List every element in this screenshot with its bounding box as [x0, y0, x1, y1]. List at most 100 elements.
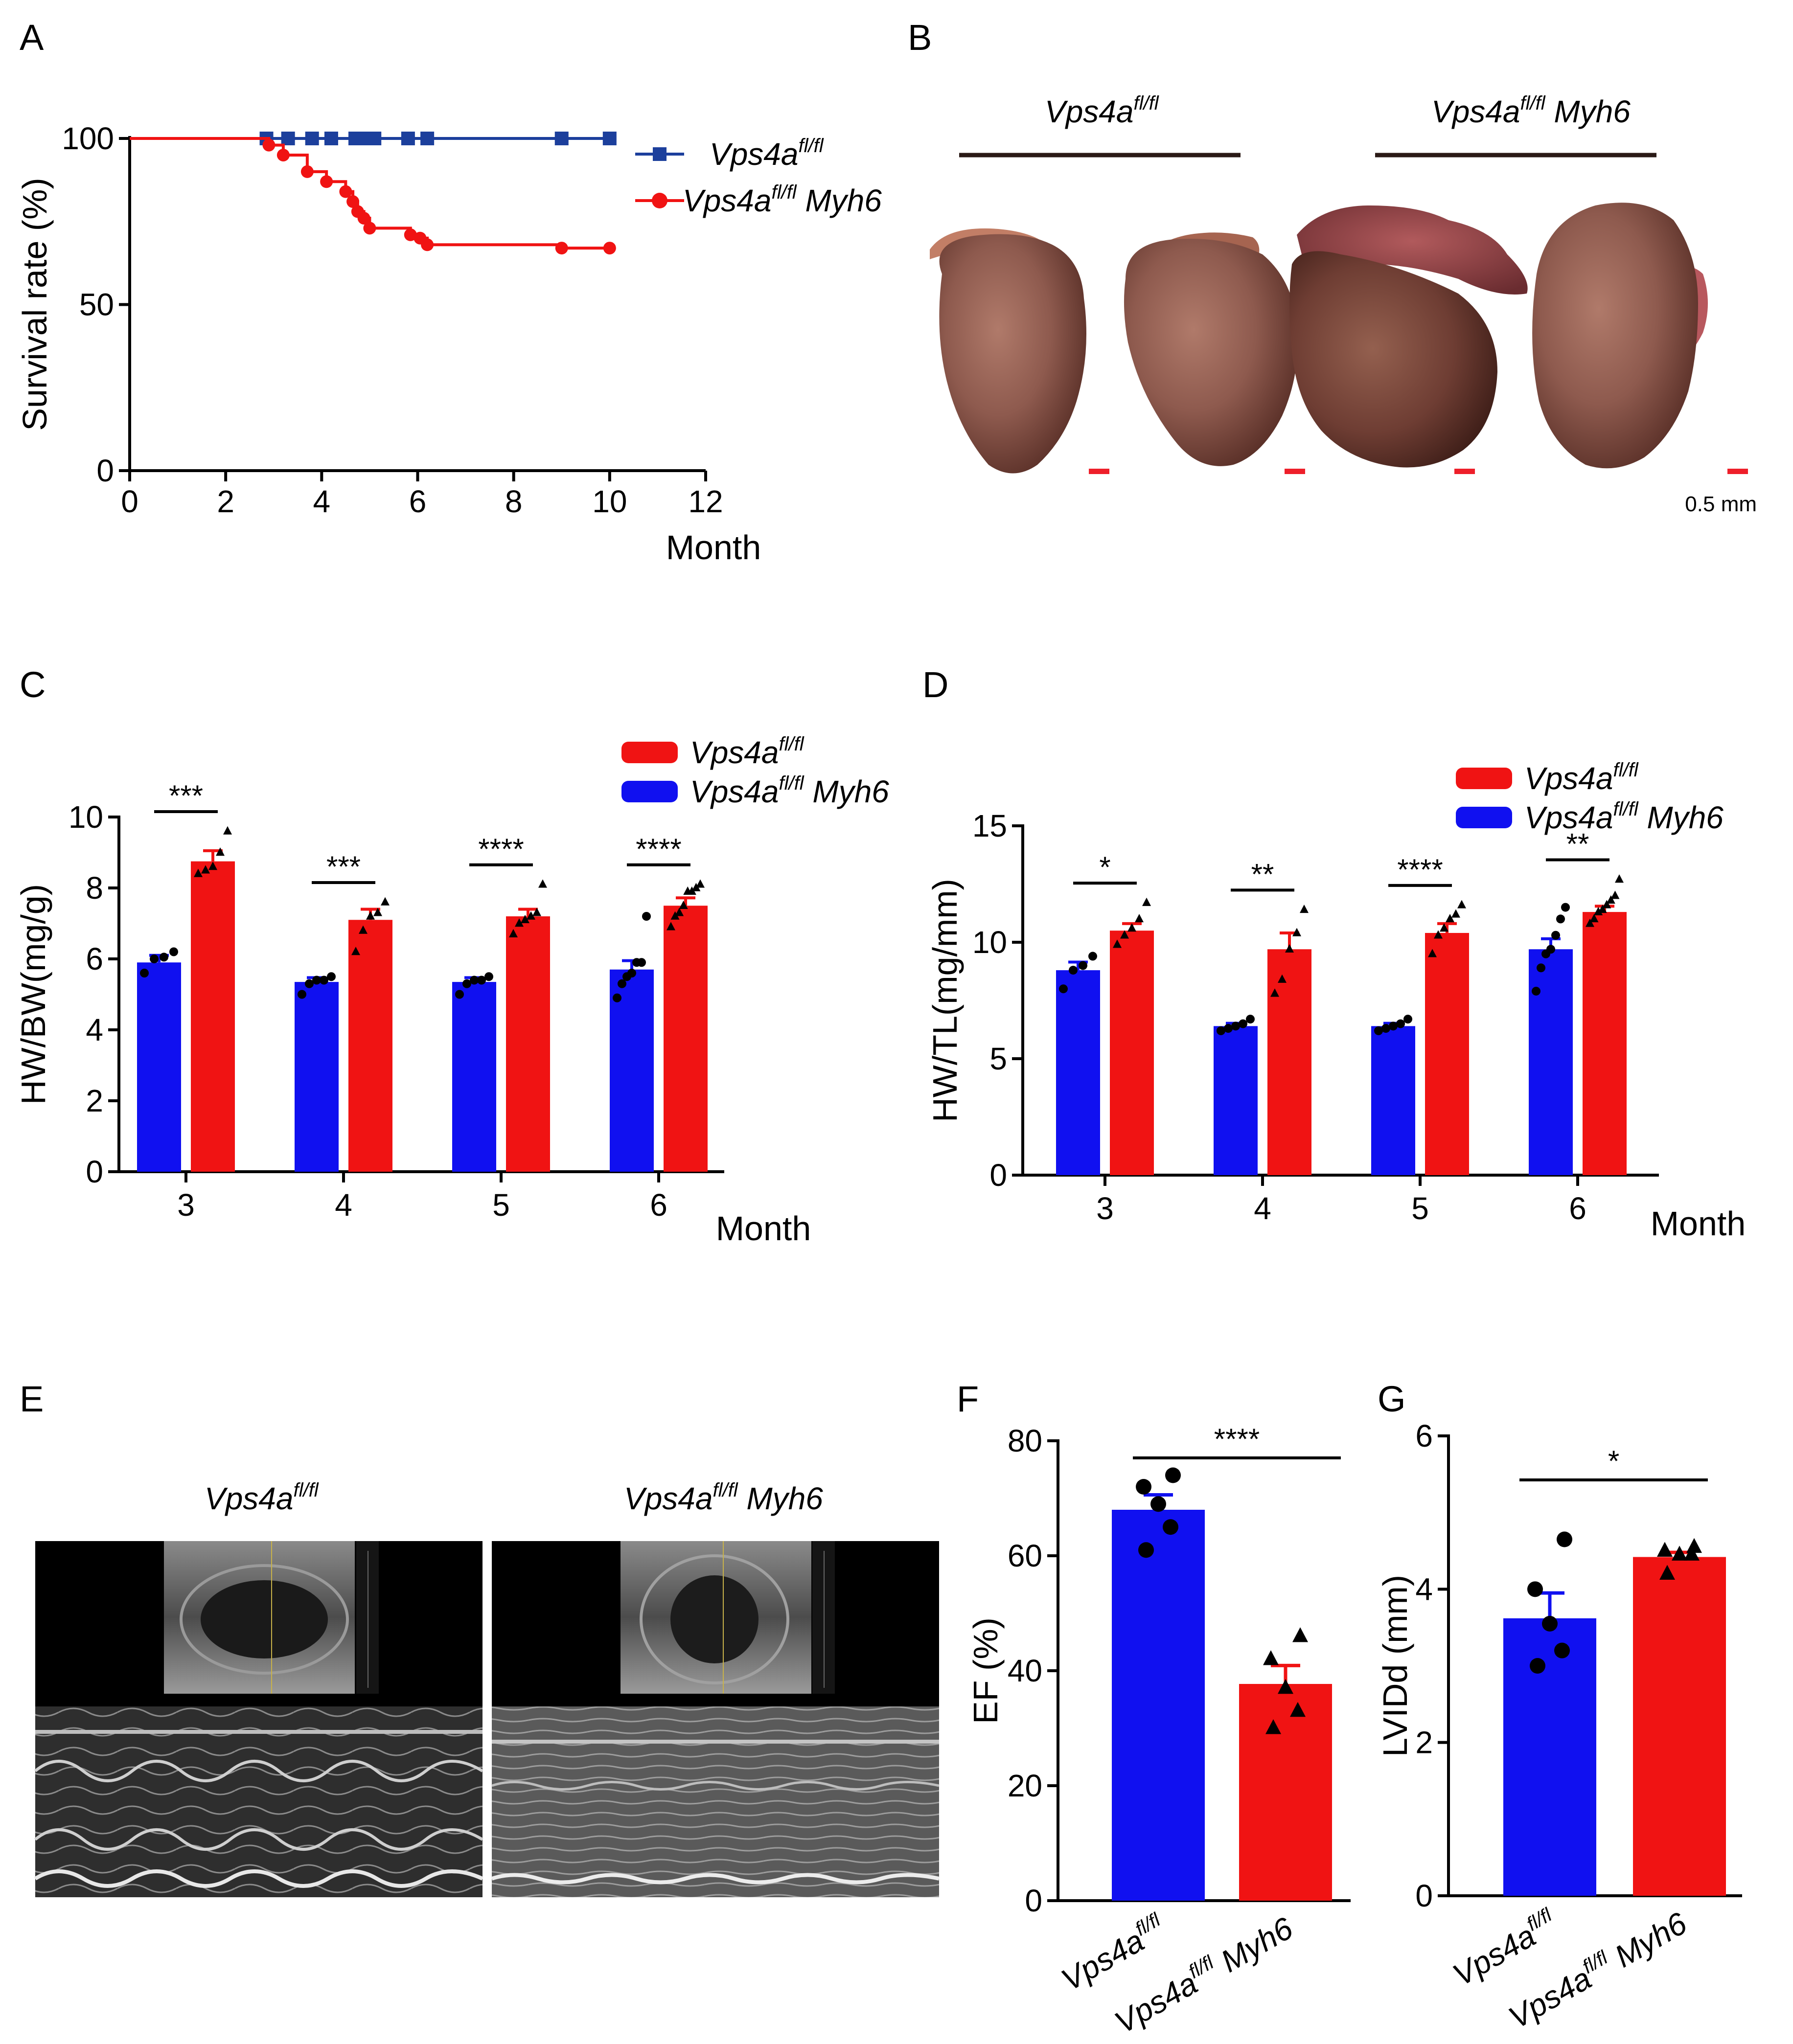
data-point: [351, 947, 360, 955]
data-point: [509, 929, 518, 937]
data-point: [675, 908, 684, 916]
data-point: [1537, 963, 1545, 973]
y-tick-label: 0: [989, 1158, 1007, 1193]
data-point: [1684, 1545, 1700, 1561]
series-marker: [555, 242, 568, 255]
significance-label: ****: [636, 833, 681, 865]
bar: [191, 861, 235, 1172]
panel-d: D 051015MonthHW/TL(mg/mm)3*4**5****6**Vp…: [922, 664, 1746, 1243]
data-point: [1265, 1719, 1281, 1734]
series-marker: [346, 195, 360, 208]
bar: [1371, 1026, 1415, 1175]
bar: [664, 906, 708, 1172]
data-point: [1530, 1658, 1545, 1674]
data-point: [613, 993, 621, 1002]
y-tick-label: 0: [1415, 1878, 1433, 1913]
data-point: [1165, 1467, 1181, 1483]
series-marker: [603, 242, 616, 255]
y-tick-label: 10: [69, 799, 103, 835]
panel-letter-a: A: [20, 17, 44, 58]
x-tick-label: 5: [1411, 1191, 1429, 1226]
series-marker: [421, 238, 434, 251]
data-point: [1589, 914, 1599, 923]
data-point: [1292, 928, 1301, 936]
y-tick-label: 6: [86, 941, 103, 977]
data-point: [679, 900, 688, 909]
panel-b: B Vps4afl/fl Vps4afl/fl Myh6 0.5 mm: [908, 17, 1757, 516]
series-marker: [420, 132, 435, 145]
data-point: [667, 922, 675, 931]
data-point: [1446, 914, 1454, 923]
data-point: [1556, 914, 1565, 924]
data-point: [1270, 988, 1279, 997]
x-tick-label: 8: [505, 484, 523, 519]
data-point: [194, 868, 203, 877]
significance-label: ***: [169, 779, 203, 812]
data-point: [477, 976, 486, 985]
survival-chart: 0 2 4 6 8 10 12 0 50 100 Month Survival rate (%) Vps…: [16, 121, 882, 567]
x-tick-label: 4: [1254, 1191, 1271, 1226]
bar: [1056, 970, 1100, 1175]
data-point: [359, 925, 368, 934]
heart-group-right-label: Vps4afl/fl Myh6: [1431, 92, 1631, 129]
data-point: [208, 862, 217, 870]
legend-label: Vps4afl/fl: [690, 733, 805, 770]
data-point: [1602, 900, 1611, 908]
y-tick-label: 0: [96, 453, 114, 488]
bar: [1267, 949, 1311, 1175]
x-tick-label: 4: [335, 1187, 352, 1223]
data-point: [637, 958, 646, 967]
series-marker: [324, 132, 338, 145]
x-tick-label: 3: [1096, 1191, 1114, 1226]
x-tick-label: 6: [409, 484, 427, 519]
data-point: [1142, 897, 1151, 906]
data-point: [1557, 1531, 1572, 1547]
echo-image-left: [34, 1541, 483, 1897]
x-tick-label: 4: [313, 484, 331, 519]
series-marker: [401, 132, 415, 145]
data-point: [527, 911, 535, 920]
data-point: [1527, 1581, 1543, 1597]
data-point: [1434, 930, 1443, 939]
panel-letter-g: G: [1378, 1379, 1406, 1419]
series-marker: [262, 138, 276, 152]
data-point: [627, 969, 636, 977]
series-marker: [602, 132, 617, 145]
x-tick-label: 3: [177, 1187, 195, 1223]
panel-letter-d: D: [922, 664, 948, 705]
data-point: [1451, 909, 1460, 918]
bar: [348, 920, 392, 1172]
y-tick-label: 60: [1008, 1538, 1042, 1573]
data-point: [1542, 1615, 1558, 1632]
data-point: [1428, 949, 1437, 957]
y-tick-label: 5: [989, 1041, 1007, 1076]
bar: [506, 916, 550, 1172]
data-point: [1610, 890, 1620, 899]
data-point: [1113, 939, 1122, 948]
bar: [137, 962, 181, 1172]
bar: [1239, 1684, 1332, 1901]
data-point: [140, 969, 149, 977]
significance-label: ****: [478, 833, 524, 865]
series-marker: [404, 228, 417, 241]
scale-bar-1: [1089, 469, 1109, 474]
echo-image-right: [491, 1541, 940, 1897]
bar: [1503, 1618, 1596, 1896]
data-point: [1657, 1542, 1673, 1557]
x-axis-label: Month: [716, 1209, 811, 1248]
data-point: [1561, 903, 1570, 912]
echo-left-title: Vps4afl/fl: [205, 1479, 319, 1516]
x-tick-label: 6: [650, 1187, 667, 1223]
legend-swatch: [621, 742, 678, 763]
y-tick-label: 0: [1025, 1883, 1042, 1918]
data-point: [1285, 944, 1294, 953]
y-tick-label: 15: [972, 808, 1007, 843]
y-axis-label: HW/TL(mg/mm): [926, 879, 964, 1122]
panel-letter-c: C: [20, 664, 46, 705]
data-point: [455, 990, 464, 999]
data-point: [327, 972, 336, 981]
data-point: [1135, 914, 1144, 923]
data-point: [515, 918, 524, 927]
